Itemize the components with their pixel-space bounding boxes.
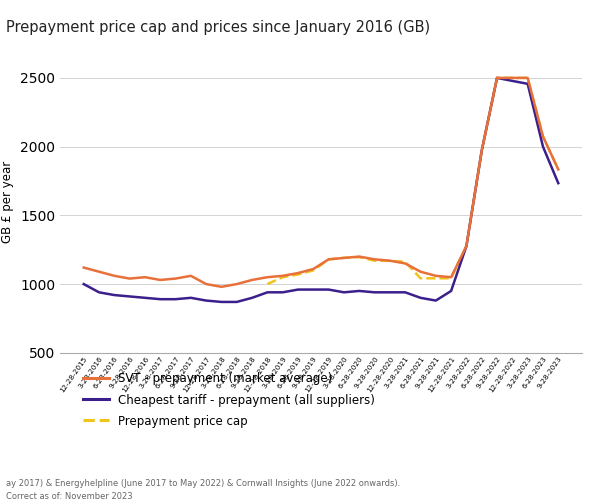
Y-axis label: GB £ per year: GB £ per year — [1, 160, 14, 243]
Text: Correct as of: November 2023: Correct as of: November 2023 — [6, 492, 133, 501]
Text: ay 2017) & Energyhelpline (June 2017 to May 2022) & Cornwall Insights (June 2022: ay 2017) & Energyhelpline (June 2017 to … — [6, 479, 400, 488]
Legend: SVT - prepayment (market average), Cheapest tariff - prepayment (all suppliers),: SVT - prepayment (market average), Cheap… — [78, 367, 380, 432]
Text: Prepayment price cap and prices since January 2016 (GB): Prepayment price cap and prices since Ja… — [6, 20, 430, 35]
